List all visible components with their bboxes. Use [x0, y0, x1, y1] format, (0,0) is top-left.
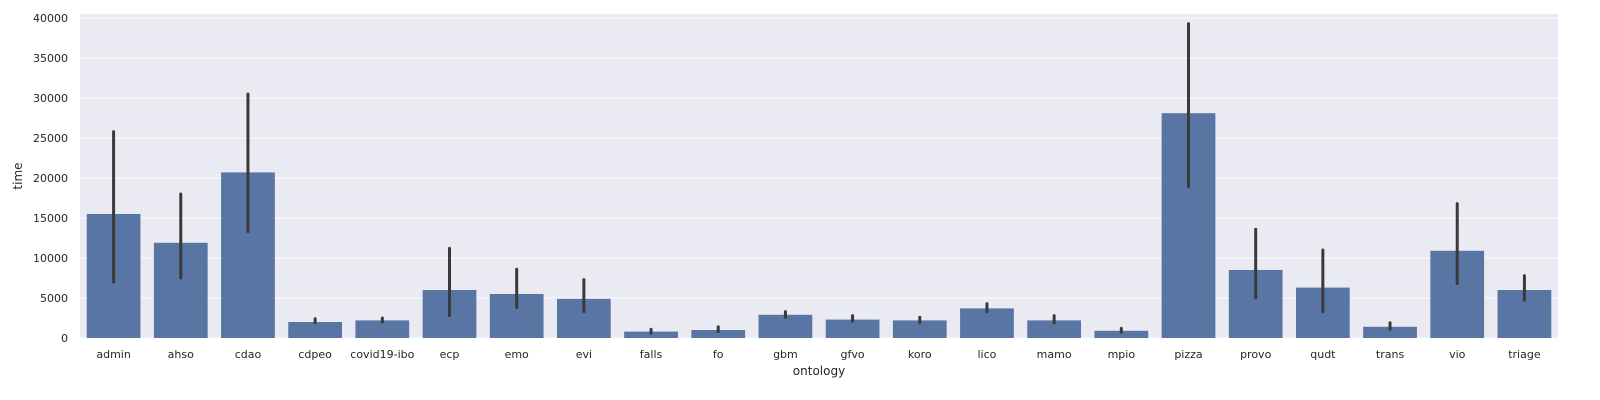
bar-falls: [624, 331, 678, 338]
bar-covid19-ibo: [355, 320, 410, 338]
error-bars: [112, 22, 1526, 335]
x-tick-label: mpio: [1108, 348, 1136, 361]
x-axis-title: ontology: [793, 364, 845, 378]
x-tick-label: cdpeo: [298, 348, 332, 361]
y-axis-title: time: [11, 162, 25, 189]
y-tick-label: 30000: [33, 92, 68, 105]
plot-background: [80, 14, 1558, 338]
bar-gbm: [758, 314, 813, 338]
y-tick-label: 0: [61, 332, 68, 345]
x-tick-label: fo: [713, 348, 724, 361]
x-tick-label: mamo: [1037, 348, 1072, 361]
y-tick-label: 10000: [33, 252, 68, 265]
y-tick-label: 40000: [33, 12, 68, 25]
x-tick-label: vio: [1449, 348, 1466, 361]
bar-gfvo: [825, 319, 880, 338]
x-tick-label: provo: [1240, 348, 1272, 361]
x-tick-label: pizza: [1174, 348, 1202, 361]
x-tick-labels: admin ahso cdao cdpeo covid19-ibo ecp emo evi fa…: [96, 348, 1540, 361]
x-tick-label: ecp: [440, 348, 460, 361]
bar-cdpeo: [288, 322, 343, 338]
bar-lico: [960, 308, 1014, 338]
x-tick-label: gbm: [773, 348, 798, 361]
bar-mamo: [1027, 320, 1082, 338]
bar-mpio: [1094, 330, 1149, 338]
x-tick-label: emo: [505, 348, 529, 361]
bar-fo: [691, 330, 746, 338]
x-tick-label: cdao: [235, 348, 262, 361]
x-tick-label: falls: [640, 348, 663, 361]
y-tick-label: 25000: [33, 132, 68, 145]
x-tick-label: evi: [576, 348, 592, 361]
x-tick-label: covid19-ibo: [350, 348, 414, 361]
x-tick-label: trans: [1376, 348, 1405, 361]
bar-trans: [1363, 326, 1417, 338]
x-tick-label: admin: [96, 348, 130, 361]
x-tick-label: lico: [978, 348, 997, 361]
y-tick-label: 15000: [33, 212, 68, 225]
x-tick-label: triage: [1508, 348, 1541, 361]
y-tick-label: 20000: [33, 172, 68, 185]
x-tick-label: koro: [908, 348, 932, 361]
y-tick-labels: 0 5000 10000 15000 20000 25000 30000 35000 40000: [33, 12, 68, 345]
x-tick-label: gfvo: [841, 348, 865, 361]
y-tick-label: 5000: [40, 292, 68, 305]
y-tick-label: 35000: [33, 52, 68, 65]
x-tick-label: ahso: [168, 348, 194, 361]
x-tick-label: qudt: [1310, 348, 1336, 361]
bar-koro: [892, 320, 947, 338]
